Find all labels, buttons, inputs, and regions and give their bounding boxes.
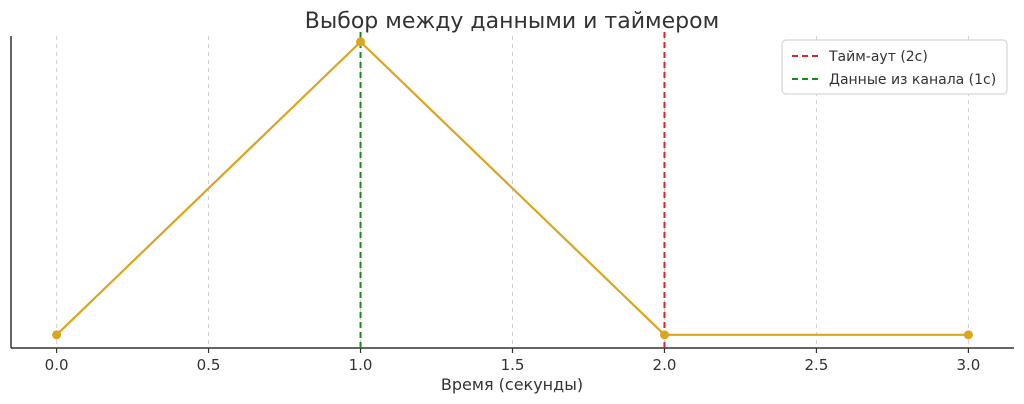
data-point: [356, 37, 366, 47]
series-layer: [52, 37, 973, 340]
legend-label-timeout: Тайм-аут (2с): [828, 49, 928, 65]
x-axis-label: Время (секунды): [441, 375, 583, 394]
legend-item-channel-data: Данные из канала (1с): [792, 72, 996, 88]
data-point: [659, 330, 669, 340]
data-point: [52, 330, 62, 340]
chart-title: Выбор между данными и таймером: [305, 9, 719, 34]
legend-label-channel-data: Данные из канала (1с): [829, 72, 996, 88]
data-point: [963, 330, 973, 340]
x-tick-label: 0.0: [45, 356, 69, 374]
legend: Тайм-аут (2с) Данные из канала (1с): [781, 39, 1008, 95]
x-axis-ticks: 0.0 0.5 1.0 1.5 2.0 2.5 3.0: [45, 348, 980, 374]
x-tick-label: 0.5: [197, 356, 221, 374]
vertical-reference-lines: [359, 32, 666, 348]
legend-frame: [781, 39, 1008, 95]
legend-item-timeout: Тайм-аут (2с): [792, 49, 928, 65]
x-tick-label: 2.5: [805, 356, 829, 374]
x-tick-label: 3.0: [956, 356, 980, 374]
x-tick-label: 2.0: [653, 356, 677, 374]
x-tick-label: 1.0: [349, 356, 373, 374]
x-tick-label: 1.5: [501, 356, 525, 374]
series-line: [55, 40, 969, 336]
